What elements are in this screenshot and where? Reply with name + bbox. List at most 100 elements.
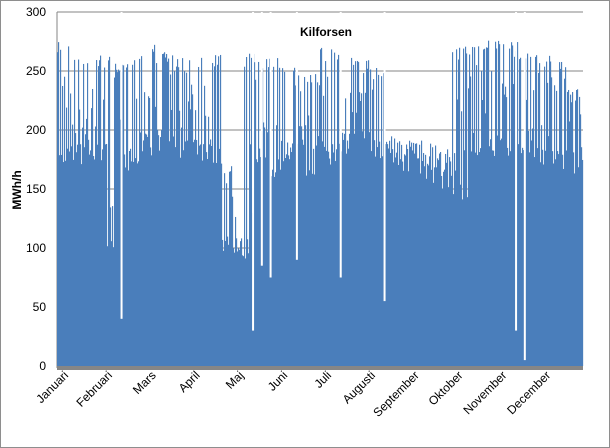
series-bar — [182, 58, 184, 367]
series-bar — [385, 144, 387, 366]
series-bar — [547, 82, 549, 367]
series-bar — [216, 162, 218, 366]
series-bar — [331, 49, 333, 367]
series-bar — [97, 144, 99, 366]
series-bar — [285, 158, 287, 366]
series-bar — [236, 238, 238, 366]
series-bar — [429, 156, 431, 366]
x-tick-label: Mars — [130, 368, 159, 397]
series-bar — [380, 158, 382, 366]
series-bar — [91, 108, 93, 366]
series-bar — [82, 127, 84, 366]
series-bar — [377, 147, 379, 366]
x-tick-label: April — [176, 368, 203, 395]
series-bar — [480, 148, 482, 366]
series-bar — [274, 176, 276, 366]
series-bar — [160, 137, 162, 366]
series-bar — [574, 173, 576, 366]
series-bar — [130, 148, 132, 366]
series-bar — [329, 158, 331, 366]
series-bar — [467, 197, 469, 366]
series-bar — [375, 156, 377, 366]
series-bar — [542, 149, 544, 366]
series-bar — [194, 139, 196, 366]
series-bar — [167, 61, 169, 366]
series-bar — [538, 72, 540, 366]
series-bar — [487, 47, 489, 366]
series-bar — [80, 144, 82, 366]
series-bar — [517, 42, 519, 367]
series-bar — [227, 236, 229, 366]
series-bar — [461, 111, 463, 367]
series-bar — [464, 150, 466, 366]
series-bar — [261, 167, 263, 366]
series-bar — [417, 158, 419, 366]
series-bar — [334, 52, 336, 366]
series-bar — [506, 97, 508, 366]
series-bar — [301, 126, 303, 366]
series-bar — [483, 49, 485, 366]
dip-gap — [252, 12, 255, 331]
series-bar — [413, 142, 415, 366]
series-bar — [148, 96, 150, 366]
series-bar — [107, 246, 109, 366]
series-bar — [177, 59, 179, 366]
series-bar — [140, 132, 142, 366]
x-axis-baseline — [57, 366, 583, 370]
series-bar — [112, 206, 114, 366]
y-tick-label: 300 — [26, 5, 46, 19]
series-bar — [228, 244, 230, 366]
series-bar — [457, 99, 459, 366]
series-bar — [173, 136, 175, 366]
series-bar — [111, 241, 113, 366]
series-bar — [560, 68, 562, 367]
series-bar — [505, 86, 507, 366]
series-bar — [410, 146, 412, 366]
series-bar — [277, 58, 279, 366]
series-bar — [428, 165, 430, 366]
series-bar — [569, 121, 571, 366]
series-bar — [475, 152, 477, 366]
series-bar — [254, 62, 256, 367]
series-bar — [563, 168, 565, 366]
series-bar — [156, 63, 158, 367]
series-bar — [509, 48, 511, 366]
series-bar — [163, 53, 165, 367]
series-bar — [548, 136, 550, 366]
series-bar — [119, 70, 121, 367]
series-bar — [57, 52, 59, 366]
series-bar — [171, 109, 173, 366]
series-bar — [99, 60, 101, 366]
series-bar — [565, 67, 567, 367]
series-bar — [396, 152, 398, 366]
series-bar — [198, 66, 200, 366]
series-bar — [293, 70, 295, 367]
series-bar — [284, 71, 286, 366]
series-bar — [456, 49, 458, 367]
series-bar — [528, 130, 530, 366]
series-bar — [266, 59, 268, 366]
series-bar — [335, 161, 337, 366]
series-bar — [351, 57, 353, 366]
series-bar — [443, 171, 445, 366]
series-bar — [455, 170, 457, 366]
series-bar — [370, 69, 372, 366]
series-bar — [346, 153, 348, 366]
series-bar — [378, 74, 380, 366]
series-bar — [95, 126, 97, 367]
series-bar — [379, 141, 381, 366]
series-bar — [78, 59, 80, 367]
series-bar — [300, 91, 302, 367]
series-bar — [164, 52, 166, 367]
series-bar — [575, 100, 577, 366]
series-bar — [416, 143, 418, 366]
x-tick-label: Juli — [311, 368, 334, 391]
series-bar — [86, 118, 88, 366]
series-bar — [88, 139, 90, 366]
series-bar — [215, 55, 217, 367]
series-bar — [211, 145, 213, 366]
series-bar — [540, 162, 542, 366]
series-bar — [495, 41, 497, 367]
series-bar — [350, 92, 352, 367]
series-bar — [141, 56, 143, 366]
